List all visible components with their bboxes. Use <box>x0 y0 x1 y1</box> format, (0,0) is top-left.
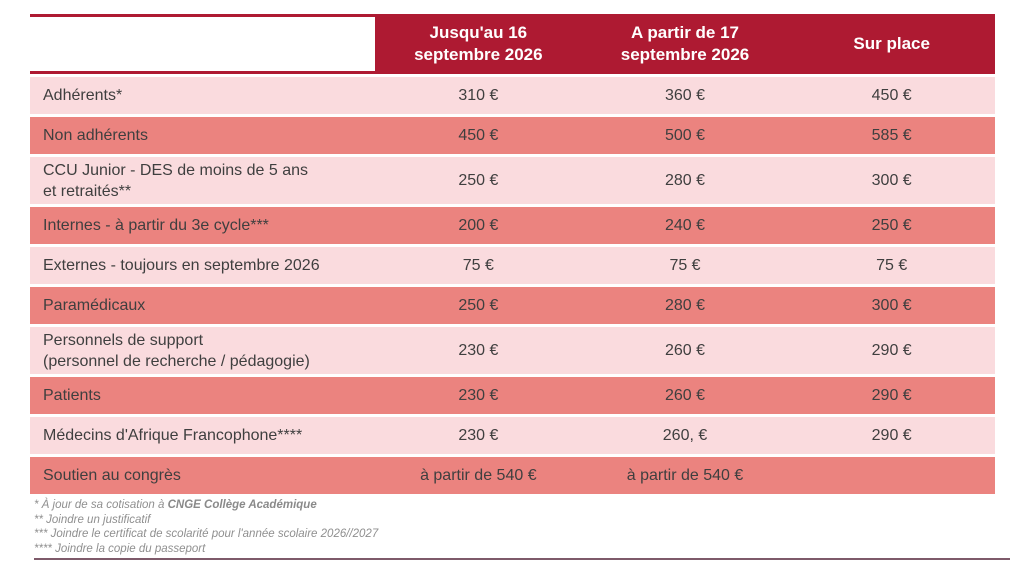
price-cell-early: 250 € <box>458 296 499 314</box>
table-header-row: Jusqu'au 16 septembre 2026 A partir de 1… <box>30 14 996 74</box>
price-cell-early: 75 € <box>462 256 494 274</box>
header-empty-cell <box>30 17 375 71</box>
footnote-4: **** Joindre la copie du passeport <box>34 542 206 555</box>
header-col-onsite: Sur place <box>788 17 996 71</box>
table-row: Soutien au congrès à partir de 540 € à p… <box>30 457 995 494</box>
row-label: CCU Junior - DES de moins de 5 ans et re… <box>43 161 308 200</box>
row-label: Adhérents* <box>43 87 123 104</box>
footnote-1: * À jour de sa cotisation à CNGE Collège… <box>34 498 378 513</box>
table-row: Paramédicaux 250 € 280 € 300 € <box>30 287 995 324</box>
price-cell-onsite: 75 € <box>876 256 908 274</box>
row-label: Externes - toujours en septembre 2026 <box>43 257 320 274</box>
price-cell-onsite: 300 € <box>871 171 912 189</box>
table-row: Non adhérents 450 € 500 € 585 € <box>30 117 995 154</box>
table-row: Externes - toujours en septembre 2026 75… <box>30 247 995 284</box>
price-cell-late: 280 € <box>664 296 706 314</box>
price-cell-onsite: 290 € <box>871 341 912 359</box>
price-cell-onsite: 450 € <box>871 86 912 104</box>
price-cell-early: 450 € <box>458 126 499 144</box>
price-cell-early: 310 € <box>458 86 499 104</box>
footnote-1-bold-text: CNGE Collège Académique <box>167 499 317 511</box>
price-cell-early: à partir de 540 € <box>420 466 537 484</box>
row-label: Non adhérents <box>43 127 148 144</box>
bottom-divider <box>34 558 1010 560</box>
price-cell-late: 260, € <box>662 426 708 444</box>
price-cell-onsite: 250 € <box>871 216 912 234</box>
price-cell-late: 75 € <box>669 256 701 274</box>
footnote-1-text: * À jour de sa cotisation à <box>34 499 168 511</box>
header-col-late: A partir de 17 septembre 2026 <box>581 17 789 71</box>
price-cell-early: 230 € <box>458 341 499 359</box>
price-cell-late: 240 € <box>664 216 706 234</box>
row-label: Personnels de support (personnel de rech… <box>43 331 310 370</box>
table-row: CCU Junior - DES de moins de 5 ans et re… <box>30 157 995 204</box>
row-label: Patients <box>43 387 101 404</box>
price-cell-late: 500 € <box>664 126 706 144</box>
footnotes: * À jour de sa cotisation à CNGE Collège… <box>34 498 378 556</box>
row-label: Internes - à partir du 3e cycle*** <box>43 217 269 234</box>
price-cell-late: à partir de 540 € <box>626 466 744 484</box>
table-row: Patients 230 € 260 € 290 € <box>30 377 995 414</box>
price-cell-early: 200 € <box>458 216 499 234</box>
price-cell-late: 280 € <box>664 171 706 189</box>
table-body: Adhérents* 310 € 360 € 450 € Non adhéren… <box>30 77 995 494</box>
price-cell-early: 250 € <box>458 171 499 189</box>
row-label: Paramédicaux <box>43 297 146 314</box>
pricing-table: Jusqu'au 16 septembre 2026 A partir de 1… <box>30 14 996 494</box>
price-cell-onsite: 290 € <box>871 386 912 404</box>
price-cell-early: 230 € <box>458 386 499 404</box>
row-label: Soutien au congrès <box>43 467 181 484</box>
header-col-early: Jusqu'au 16 septembre 2026 <box>375 17 582 71</box>
row-label: Médecins d'Afrique Francophone**** <box>43 427 303 444</box>
price-cell-onsite: 290 € <box>871 426 912 444</box>
price-cell-late: 260 € <box>664 341 706 359</box>
price-cell-late: 260 € <box>664 386 706 404</box>
table-row: Internes - à partir du 3e cycle*** 200 €… <box>30 207 995 244</box>
price-cell-onsite: 300 € <box>871 296 912 314</box>
footnote-2: ** Joindre un justificatif <box>34 513 151 526</box>
price-cell-onsite: 585 € <box>871 126 912 144</box>
table-row: Médecins d'Afrique Francophone**** 230 €… <box>30 417 995 454</box>
table-row: Adhérents* 310 € 360 € 450 € <box>30 77 995 114</box>
footnote-3: *** Joindre le certificat de scolarité p… <box>34 528 379 540</box>
price-cell-late: 360 € <box>664 86 706 104</box>
price-cell-early: 230 € <box>458 426 499 444</box>
table-row: Personnels de support (personnel de rech… <box>30 327 995 374</box>
